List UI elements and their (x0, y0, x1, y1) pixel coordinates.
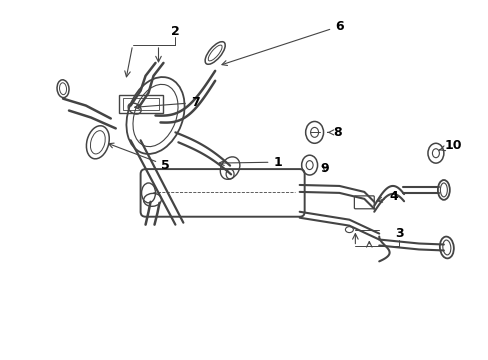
Text: 10: 10 (439, 139, 462, 152)
Text: 5: 5 (108, 143, 169, 172)
Text: 8: 8 (327, 126, 341, 139)
Text: 4: 4 (376, 190, 398, 203)
Text: 1: 1 (219, 156, 282, 168)
Bar (119, 95, 163, 113)
Text: 3: 3 (394, 227, 403, 240)
Text: 7: 7 (134, 96, 199, 109)
Text: 2: 2 (171, 24, 180, 38)
Bar (122, 98, 159, 109)
Text: 9: 9 (320, 162, 328, 175)
Text: 6: 6 (222, 20, 343, 66)
